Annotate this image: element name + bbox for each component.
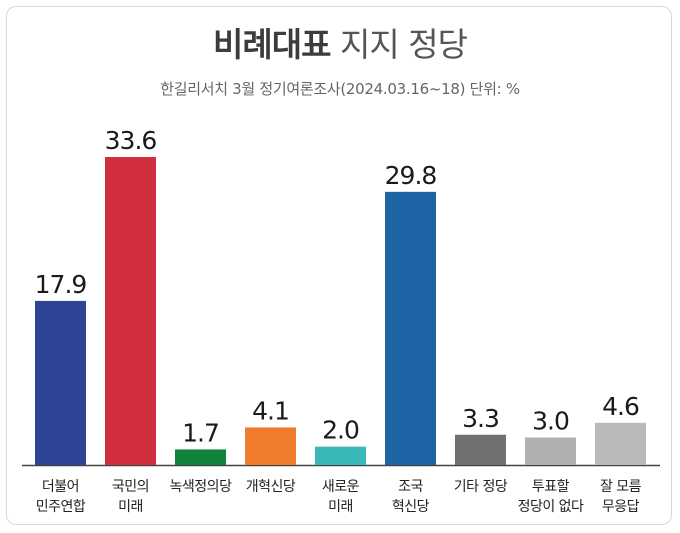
bar-4 (315, 446, 366, 465)
value-label-7: 3.0 (532, 407, 569, 436)
category-label-3: 개혁신당 (245, 479, 296, 495)
value-label-5: 29.8 (385, 161, 437, 190)
title-bold: 비례대표 (213, 25, 331, 64)
category-label-8: 잘 모름 무응답 (599, 479, 642, 515)
value-label-6: 3.3 (462, 404, 499, 433)
category-label-7: 투표할 정당이 없다 (517, 479, 584, 515)
chart-subtitle: 한길리서치 3월 정기여론조사(2024.03.16~18) 단위: % (160, 80, 520, 98)
bar-2 (175, 449, 226, 465)
chart-title: 비례대표 지지 정당 (0, 18, 680, 66)
category-label-4: 새로운 미래 (321, 479, 360, 515)
value-label-8: 4.6 (602, 392, 639, 421)
bar-7 (525, 437, 576, 465)
bar-8 (595, 422, 646, 465)
bar-3 (245, 427, 296, 465)
category-label-1: 국민의 미래 (111, 479, 150, 515)
bar-6 (455, 434, 506, 465)
category-label-2: 녹색정의당 (169, 479, 232, 495)
value-label-4: 2.0 (322, 416, 359, 445)
bar-5 (385, 191, 436, 466)
value-label-0: 17.9 (35, 270, 87, 299)
bar-0 (35, 300, 86, 465)
value-label-3: 4.1 (252, 396, 289, 425)
bar-1 (105, 157, 156, 465)
title-light: 지지 정당 (340, 25, 468, 64)
category-label-5: 조국 혁신당 (391, 479, 430, 515)
value-label-1: 33.6 (105, 126, 157, 155)
category-label-0: 더불어 민주연합 (35, 479, 86, 515)
value-label-2: 1.7 (182, 418, 219, 447)
category-label-6: 기타 정당 (453, 479, 508, 495)
